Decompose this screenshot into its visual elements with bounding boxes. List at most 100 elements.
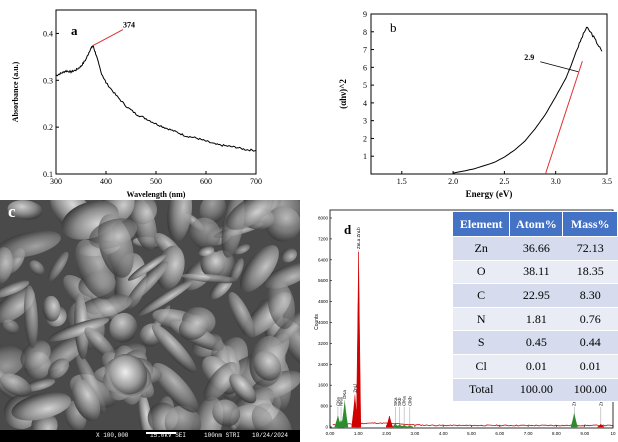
x-tick-label: 1.00: [354, 431, 363, 436]
panel-a-x-axis-label: Wavelength (nm): [127, 190, 186, 199]
sem-flake: [189, 217, 221, 250]
panel-b-tauc-curve: [453, 26, 603, 174]
table-cell: Cl: [452, 353, 510, 379]
y-tick-label: 6400: [318, 257, 329, 262]
panel-b-x-ticks: 1.5 2.0 2.5 3.0 3.5: [397, 171, 612, 186]
table-cell: 0.76: [562, 306, 618, 332]
x-tick-label: 300: [50, 177, 62, 186]
x-tick-label: 400: [100, 177, 112, 186]
table-row: Total 100.00 100.00: [452, 377, 618, 403]
spectrum-peak: [400, 424, 408, 428]
sem-flake: [127, 200, 158, 225]
y-tick-label: 3: [363, 117, 367, 126]
y-tick-label: 8: [363, 28, 367, 37]
panel-a-letter: a: [71, 23, 78, 38]
sem-flake: [109, 312, 138, 343]
sem-flake: [167, 200, 193, 242]
table-cell: C: [452, 283, 510, 308]
table-header-row: Element Atom% Mass%: [451, 211, 618, 237]
table-cell: 18.35: [562, 259, 618, 285]
panel-a-peak-label: 374: [123, 21, 135, 30]
spectrum-peak: [570, 413, 578, 428]
peak-label: ZnLl: [352, 384, 357, 393]
table-cell: 0.01: [562, 353, 618, 379]
peak-label: NKa: [339, 397, 344, 406]
sem-flake: [47, 358, 70, 379]
sem-flake: [126, 261, 169, 305]
panel-c-letter: c: [8, 202, 16, 221]
panel-b-frame: [370, 13, 608, 175]
spectrum-peak: [596, 423, 605, 428]
sem-date: 10/24/2024: [252, 432, 289, 439]
sem-flake: [267, 280, 296, 329]
sem-flake: [89, 218, 138, 249]
table-cell: 22.95: [509, 283, 563, 308]
table-cell: 0.45: [509, 330, 563, 355]
sem-flake: [203, 361, 238, 402]
sem-flake: [229, 373, 257, 404]
x-tick-label: 600: [200, 177, 212, 186]
x-tick-label: 3.0: [551, 177, 561, 186]
y-tick-label: 0.2: [43, 123, 53, 132]
x-tick-label: 4.00: [439, 431, 448, 436]
x-tick-label: 9.00: [580, 431, 589, 436]
panel-a-y-ticks: 0.1 0.2 0.3 0.4: [43, 29, 59, 179]
x-tick-label: 0.00: [326, 431, 335, 436]
sem-flake: [281, 248, 297, 263]
panel-d-y-axis-label: Counts: [314, 314, 320, 330]
y-tick-label: 5600: [318, 278, 329, 283]
y-tick-label: 4: [363, 99, 367, 108]
panel-d-peaks: [334, 251, 605, 428]
panel-c-sem-image: c X 100,000 15.0kV SEI 100nm STRI 10/24/…: [0, 200, 300, 442]
peak-label: SKb: [397, 397, 402, 406]
y-tick-label: 0.1: [43, 170, 53, 179]
table-row: O 38.11 18.35: [452, 259, 618, 285]
sem-flake: [200, 251, 225, 278]
table-header-element: Element: [451, 211, 511, 237]
y-tick-label: 6: [363, 63, 367, 72]
y-tick-label: 8000: [318, 216, 329, 221]
sem-flake: [0, 288, 35, 323]
x-tick-label: 700: [250, 177, 262, 186]
y-tick-label: 7: [363, 46, 367, 55]
sem-flake: [0, 373, 32, 397]
sem-flake: [71, 379, 101, 422]
y-tick-label: 0: [325, 425, 328, 430]
sem-flake: [0, 247, 14, 284]
sem-flake: [74, 294, 133, 320]
sem-flake: [212, 399, 241, 427]
sem-magnification: X 100,000: [96, 432, 129, 439]
peak-label: CKa: [335, 397, 340, 406]
x-tick-label: 8.00: [552, 431, 561, 436]
x-tick-label: 2.00: [382, 431, 391, 436]
sem-info-bar: X 100,000 15.0kV SEI 100nm STRI 10/24/20…: [0, 430, 300, 442]
table-cell: 100.00: [509, 377, 563, 403]
panel-d-y-ticks: 0 800 1600 2400 3200 4000 4800 5600 6400 7200 8000: [318, 216, 332, 430]
peak-label: SKa: [393, 397, 398, 406]
panel-a-y-axis-label: Absorbance (a.u.): [11, 61, 20, 122]
panel-b: 1 2 3 4 5 6 7 8 9 1.5 2.0 2.5 3.0 3.5 2.9 b Energy (…: [338, 10, 612, 199]
table-cell: N: [452, 306, 510, 332]
table-header-atom: Atom%: [509, 211, 564, 237]
peak-label: ClKb: [407, 396, 412, 406]
x-tick-label: 2.5: [499, 177, 509, 186]
sem-particles: [0, 200, 300, 442]
sem-flake: [239, 245, 279, 293]
sem-flake: [84, 327, 116, 360]
panel-a-frame: [55, 9, 257, 175]
peak-label: ZnLa ZnLb: [356, 227, 361, 249]
panel-a-absorbance-curve: [55, 44, 257, 152]
y-tick-label: 1600: [318, 383, 329, 388]
sem-flake: [20, 340, 51, 370]
table-cell: 0.44: [562, 330, 618, 355]
panel-b-y-axis-label: (αhν)^2: [338, 79, 348, 109]
sem-flake: [42, 295, 61, 322]
panel-a: 0.1 0.2 0.3 0.4 300 400 500 600 700 374 a Wavel…: [11, 9, 262, 199]
table-cell: Total: [452, 377, 510, 403]
panel-d-background-spectrum: [332, 422, 614, 427]
x-tick-label: 7.00: [524, 431, 533, 436]
sem-flake: [0, 280, 30, 299]
sem-flake: [229, 258, 244, 284]
